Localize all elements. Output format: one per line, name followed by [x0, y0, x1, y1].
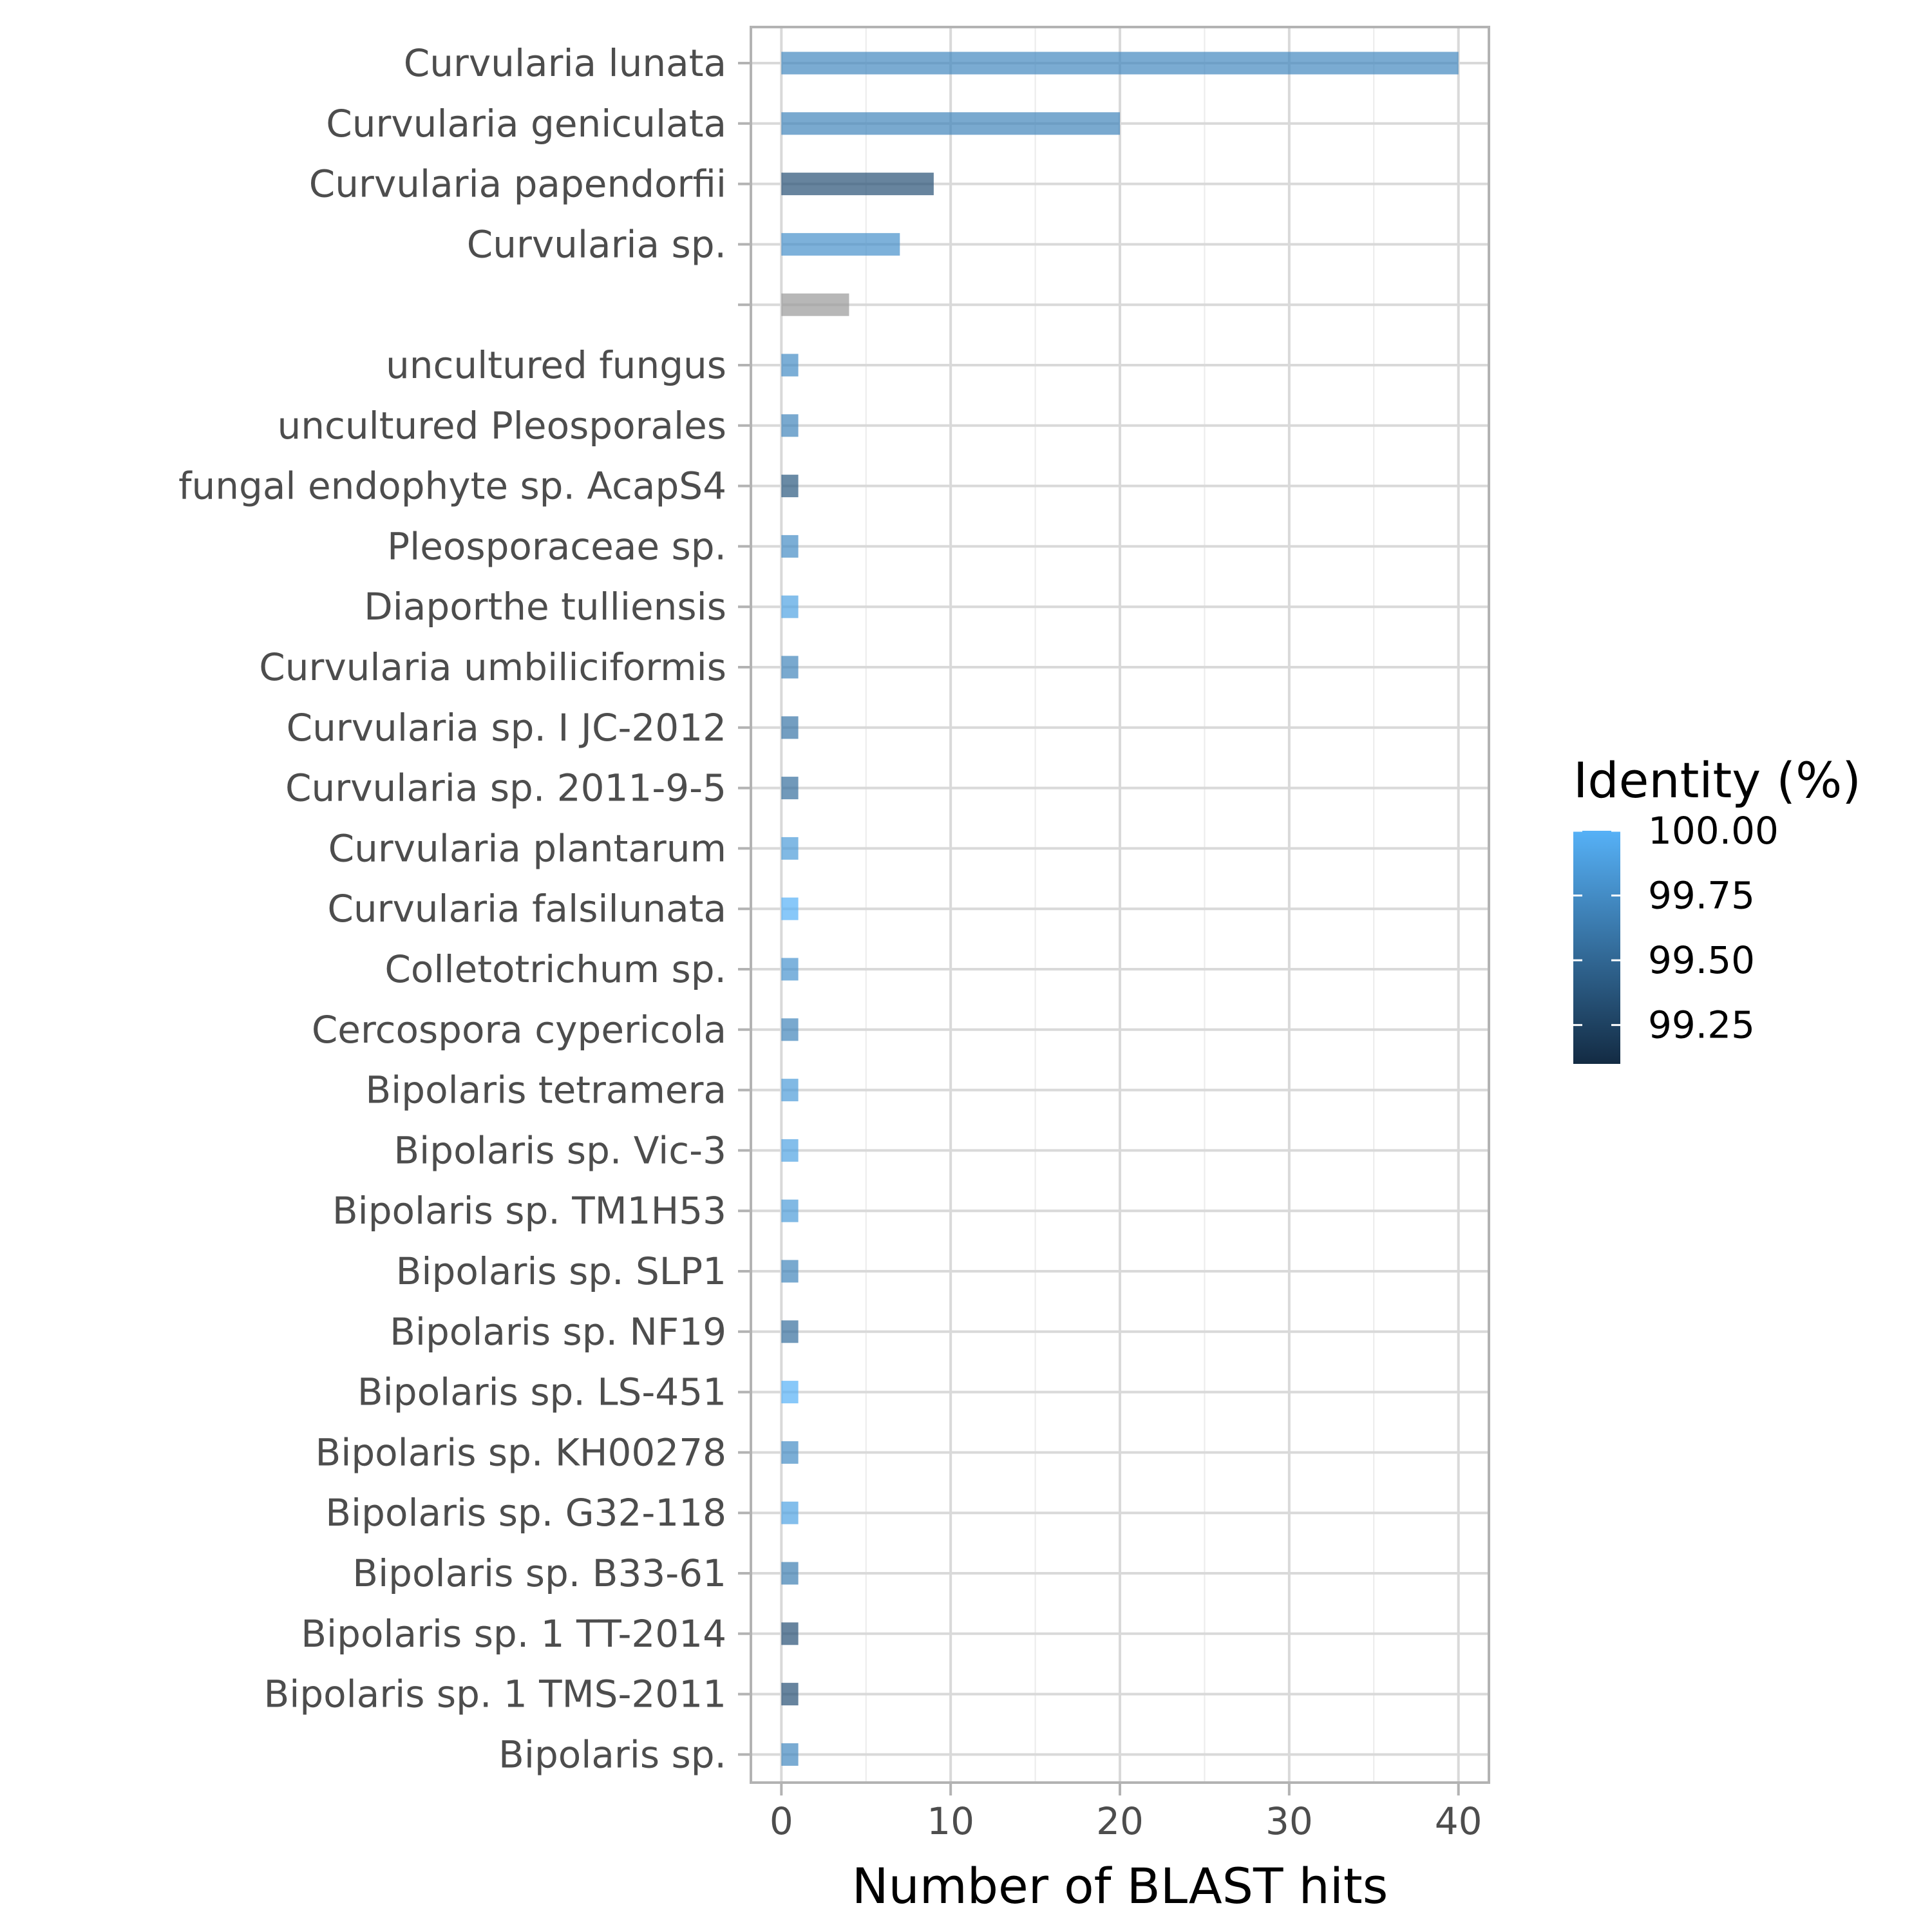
x-tick-label: 20 — [1096, 1799, 1144, 1843]
y-tick-label: Curvularia plantarum — [328, 826, 726, 870]
bar — [781, 1139, 799, 1162]
y-tick-label: Bipolaris tetramera — [365, 1068, 726, 1112]
legend-colorbar — [1573, 831, 1620, 1064]
bar — [781, 52, 1459, 75]
y-axis: Curvularia lunata Curvularia geniculata Cu… — [178, 41, 751, 1776]
y-tick-label: Bipolaris sp. KH00278 — [315, 1430, 726, 1474]
legend-tick-label: 99.50 — [1648, 938, 1755, 982]
bar — [781, 293, 849, 316]
bar — [781, 475, 799, 498]
y-tick-label: fungal endophyte sp. AcapS4 — [178, 464, 726, 508]
bar — [781, 837, 799, 860]
grid-lines — [751, 27, 1489, 1783]
legend-ticks: 100.00 99.75 99.50 99.25 — [1573, 809, 1779, 1047]
y-tick-label: Bipolaris sp. 1 TMS-2011 — [263, 1672, 726, 1716]
y-tick-label: Diaporthe tulliensis — [364, 585, 726, 629]
y-tick-label: Bipolaris sp. G32-118 — [325, 1491, 726, 1535]
x-tick-label: 10 — [927, 1799, 974, 1843]
y-tick-label: Bipolaris sp. — [498, 1732, 726, 1776]
y-tick-label: Bipolaris sp. SLP1 — [396, 1249, 726, 1293]
bar — [781, 1018, 799, 1041]
bar — [781, 716, 799, 739]
y-tick-label: Curvularia sp. — [467, 222, 726, 266]
bar — [781, 958, 799, 981]
x-axis: 0 10 20 30 40 — [770, 1783, 1482, 1843]
bar — [781, 1320, 799, 1343]
y-tick-label: Cercospora cypericola — [312, 1008, 726, 1052]
bar — [781, 112, 1120, 135]
legend-title: Identity (%) — [1573, 752, 1861, 809]
y-tick-label: Curvularia lunata — [404, 41, 726, 85]
bar — [781, 897, 799, 920]
bar — [781, 535, 799, 558]
x-tick-label: 40 — [1435, 1799, 1482, 1843]
bar — [781, 232, 900, 256]
bar — [781, 1743, 799, 1766]
x-axis-title: Number of BLAST hits — [852, 1857, 1388, 1915]
y-tick-label: Bipolaris sp. Vic-3 — [393, 1128, 726, 1172]
y-tick-label: Curvularia sp. I JC-2012 — [287, 706, 726, 750]
bar — [781, 1683, 799, 1706]
y-tick-label: uncultured Pleosporales — [278, 404, 726, 448]
bar — [781, 1501, 799, 1524]
y-tick-label: Curvularia sp. 2011-9-5 — [285, 766, 726, 810]
bar — [781, 1562, 799, 1585]
bar — [781, 1441, 799, 1464]
bar — [781, 1622, 799, 1645]
y-tick-label: Curvularia geniculata — [326, 102, 726, 146]
bar — [781, 1260, 799, 1283]
bar — [781, 173, 934, 196]
y-tick-label: uncultured fungus — [386, 343, 726, 387]
x-tick-label: 30 — [1265, 1799, 1313, 1843]
legend: Identity (%) 100.00 99.75 99.50 99.25 — [1573, 752, 1861, 1064]
legend-tick-label: 100.00 — [1648, 809, 1779, 853]
legend-tick-label: 99.25 — [1648, 1003, 1755, 1047]
bars — [781, 52, 1459, 1766]
y-tick-label: Bipolaris sp. NF19 — [390, 1310, 726, 1354]
bar — [781, 414, 799, 437]
bar — [781, 777, 799, 800]
y-tick-label: Pleosporaceae sp. — [387, 524, 726, 568]
bar — [781, 1199, 799, 1222]
y-tick-label: Curvularia papendorfii — [309, 162, 726, 206]
y-tick-label: Bipolaris sp. TM1H53 — [332, 1189, 726, 1233]
y-tick-label: Curvularia umbiliciformis — [259, 645, 726, 689]
y-tick-label: Bipolaris sp. B33-61 — [352, 1551, 726, 1595]
bar — [781, 656, 799, 679]
legend-tick-label: 99.75 — [1648, 874, 1755, 918]
y-tick-label: Bipolaris sp. LS-451 — [357, 1370, 726, 1414]
bar — [781, 1079, 799, 1102]
bar — [781, 1381, 799, 1404]
y-tick-label: Curvularia falsilunata — [327, 887, 726, 931]
y-tick-label: Colletotrichum sp. — [384, 947, 726, 991]
bar — [781, 354, 799, 377]
y-tick-label: Bipolaris sp. 1 TT-2014 — [301, 1612, 726, 1656]
x-tick-label: 0 — [770, 1799, 793, 1843]
bar — [781, 595, 799, 618]
